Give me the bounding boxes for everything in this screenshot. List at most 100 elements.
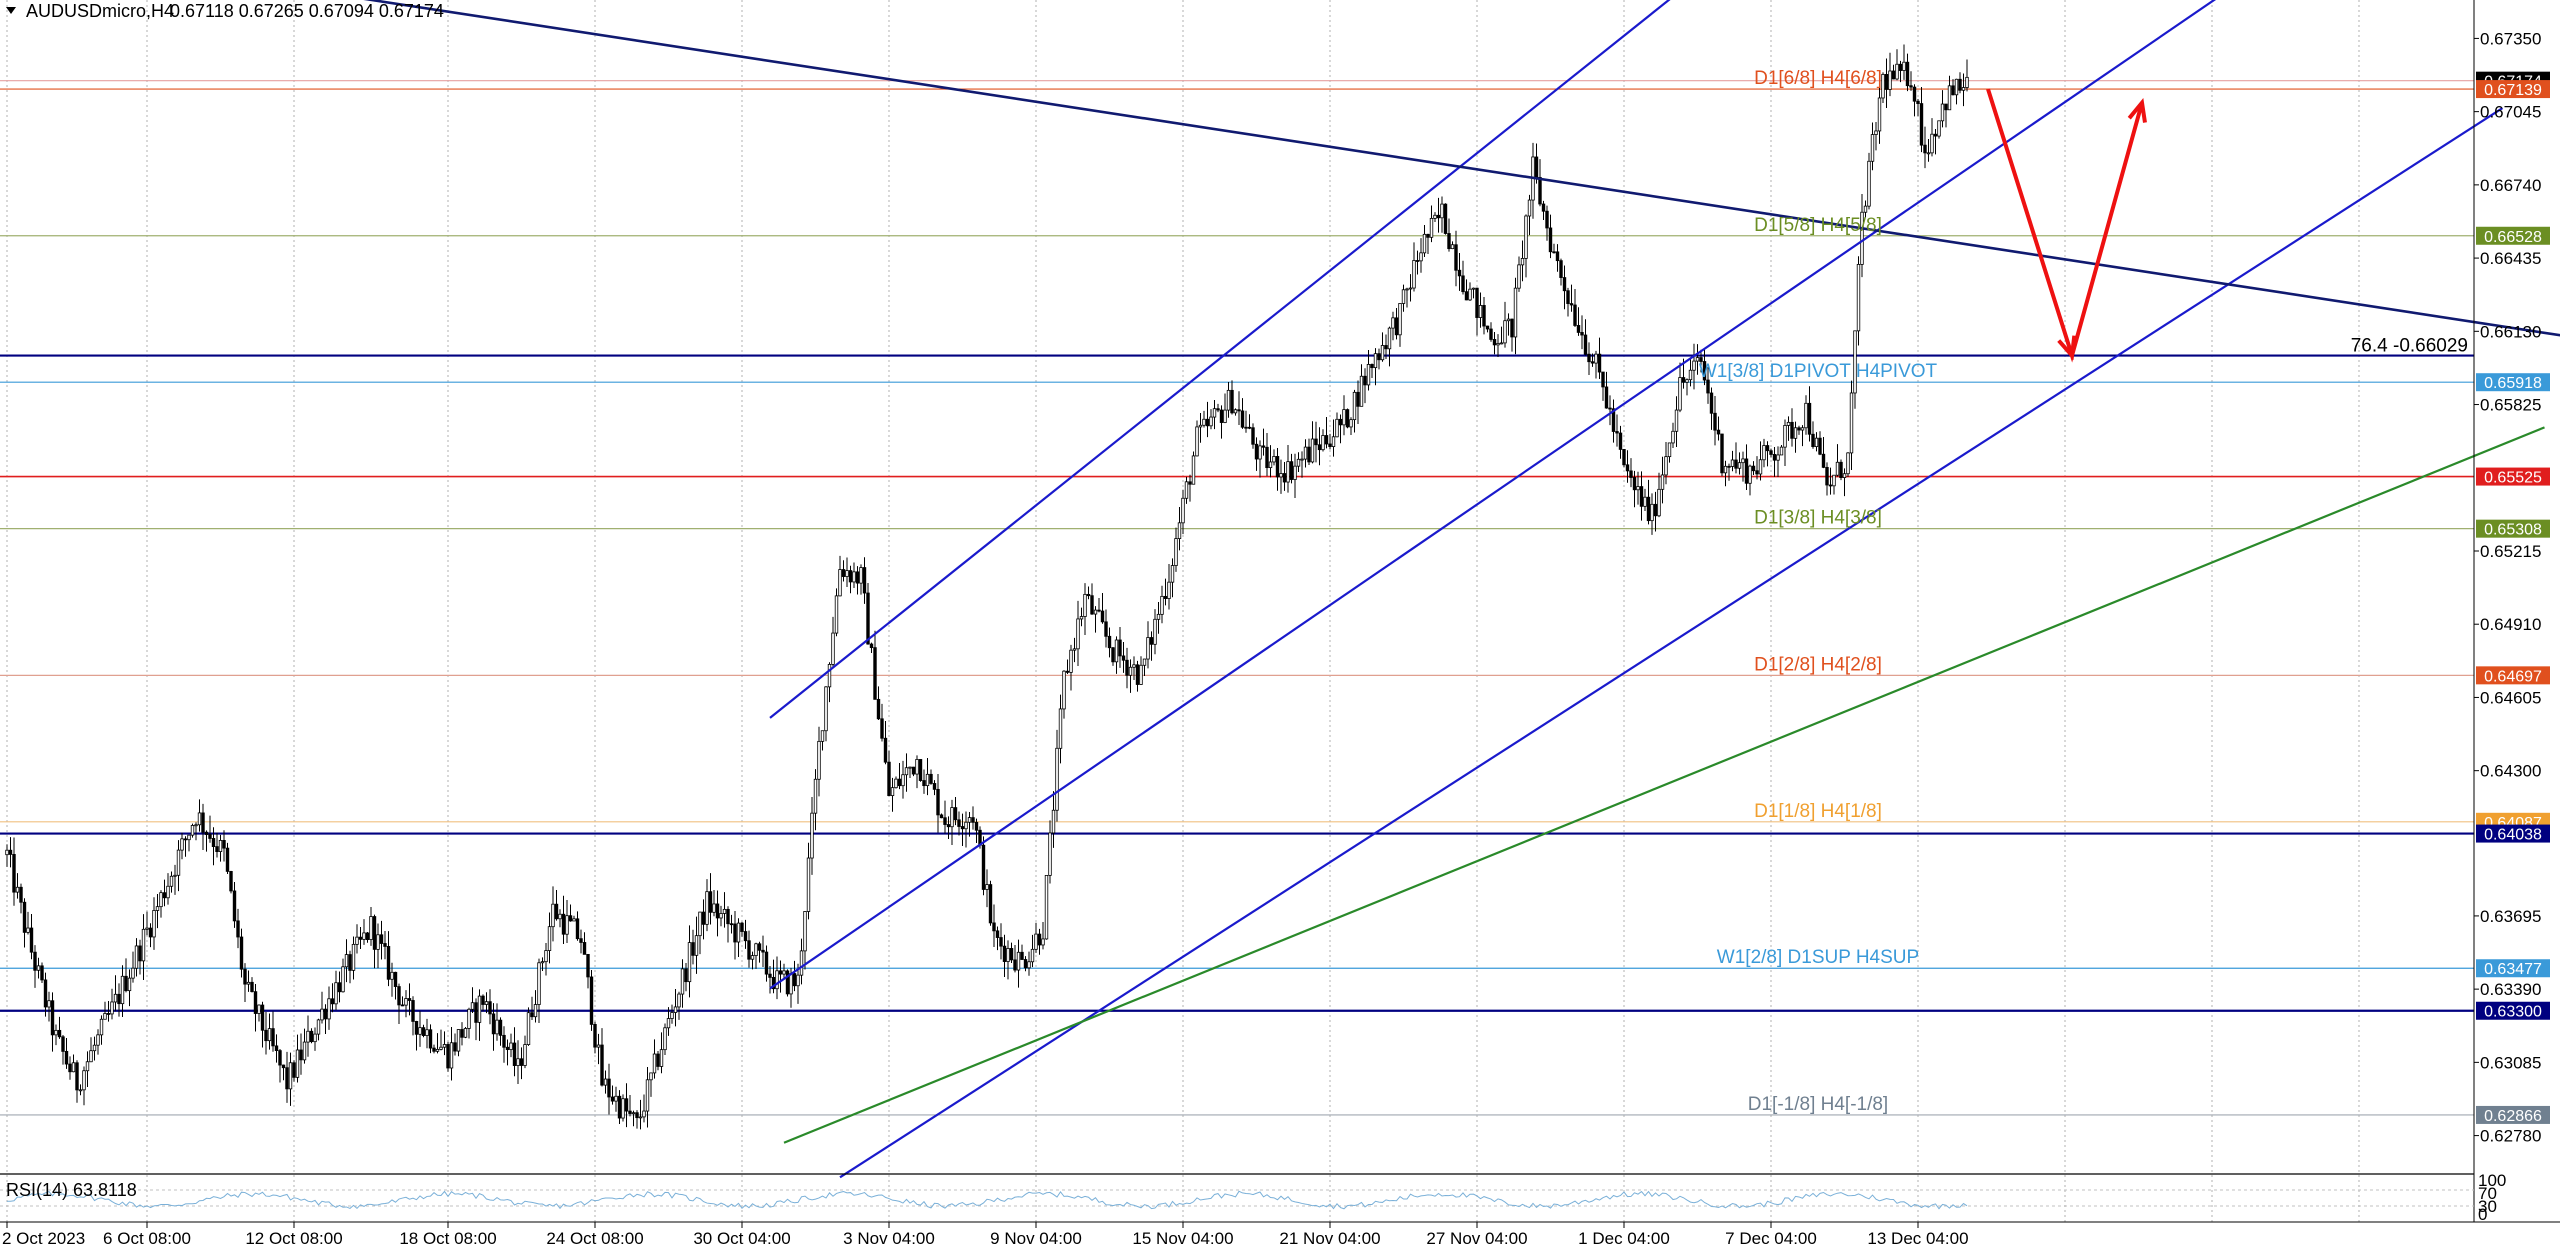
dropdown-triangle-icon[interactable] [6, 7, 16, 14]
level-label: D1[-1/8] H4[-1/8] [1748, 1094, 1888, 1115]
candle-body [1209, 416, 1213, 427]
candle-body [190, 825, 195, 836]
candle-body [1867, 160, 1871, 207]
level-label: W1[2/8] D1SUP H4SUP [1717, 947, 1919, 968]
candle-body [407, 998, 412, 1001]
candle-body [901, 774, 905, 787]
candle-body [425, 1029, 429, 1036]
candle-body [460, 1029, 464, 1038]
symbol-label: AUDUSDmicro,H4 [26, 1, 174, 21]
candle-body [1692, 360, 1696, 371]
candle-body [1937, 120, 1941, 137]
candle-body [778, 970, 783, 975]
candle-body [1121, 655, 1126, 661]
price-tag-box [2476, 824, 2550, 843]
time-tick-label: 6 Oct 08:00 [103, 1229, 191, 1248]
candle-body [554, 903, 559, 920]
candle-body [442, 1044, 447, 1048]
candle-body [404, 998, 408, 1006]
candle-body [456, 1029, 461, 1052]
level-label: D1[6/8] H4[6/8] [1754, 68, 1882, 89]
candle-body [852, 571, 856, 583]
candle-body [1940, 103, 1945, 122]
candle-body [1223, 409, 1227, 423]
candle-body [271, 1028, 275, 1047]
candle-body [1646, 496, 1651, 522]
candle-body [208, 834, 212, 839]
candle-body [1300, 458, 1304, 461]
candle-body [572, 918, 576, 922]
candle-body [250, 981, 254, 993]
candle-body [1783, 425, 1787, 448]
candle-body [1419, 252, 1423, 262]
candle-body [358, 936, 363, 940]
candle-body [1076, 618, 1080, 650]
candle-body [1797, 427, 1801, 431]
candle-body [1846, 452, 1850, 475]
candle-body [134, 945, 139, 969]
candle-body [1818, 437, 1822, 455]
candle-body [1132, 664, 1136, 668]
candle-body [1065, 670, 1070, 673]
candle-body [845, 570, 849, 577]
candle-body [257, 1004, 261, 1014]
candle-body [1447, 233, 1451, 250]
trend-line [363, 0, 2560, 337]
candle-body [365, 932, 370, 941]
candle-body [183, 838, 188, 841]
candle-body [1849, 392, 1854, 454]
candle-body [435, 1048, 440, 1052]
candle-body [869, 643, 874, 649]
candle-body [379, 934, 384, 944]
candle-body [1506, 318, 1511, 322]
candle-body [337, 982, 342, 993]
candle-body [1695, 357, 1700, 362]
candle-body [638, 1116, 643, 1119]
candle-body [400, 1004, 405, 1007]
candle-body [327, 998, 331, 1020]
candle-body [908, 766, 912, 769]
candle-body [1261, 445, 1266, 448]
price-tag-label: 0.62866 [2484, 1108, 2542, 1125]
candle-body [1384, 345, 1388, 350]
candle-body [1951, 85, 1955, 96]
candle-body [1226, 389, 1231, 411]
candle-body [1678, 377, 1682, 411]
candle-body [1412, 260, 1416, 289]
candle-body [600, 1044, 604, 1086]
candle-body [530, 1012, 534, 1018]
candle-body [631, 1112, 636, 1115]
candle-body [649, 1072, 653, 1081]
rsi-scale-label: 0 [2478, 1205, 2487, 1224]
candle-body [1748, 465, 1752, 484]
candle-body [1394, 317, 1399, 336]
candle-body [1184, 481, 1189, 499]
candle-body [1314, 438, 1318, 446]
candle-body [1650, 503, 1654, 522]
candle-body [288, 1062, 293, 1090]
candle-body [894, 778, 898, 789]
price-tag-box [2476, 519, 2550, 538]
candle-body [1762, 445, 1766, 461]
candle-body [1454, 244, 1458, 271]
candle-body [29, 927, 34, 953]
price-tag-label: 0.66528 [2484, 229, 2542, 246]
candle-body [467, 1008, 471, 1029]
candle-body [502, 1034, 506, 1048]
candle-body [568, 915, 573, 922]
candle-body [1898, 63, 1903, 71]
candle-body [1902, 61, 1906, 71]
candle-body [1541, 203, 1546, 212]
candle-body [642, 1110, 646, 1118]
candle-body [1601, 371, 1605, 388]
candle-body [1489, 328, 1493, 340]
candle-body [1825, 466, 1829, 486]
candle-body [1370, 364, 1374, 369]
trend-line [783, 426, 2545, 1144]
candle-body [348, 954, 352, 971]
candle-body [316, 1019, 321, 1035]
candle-body [743, 931, 748, 942]
